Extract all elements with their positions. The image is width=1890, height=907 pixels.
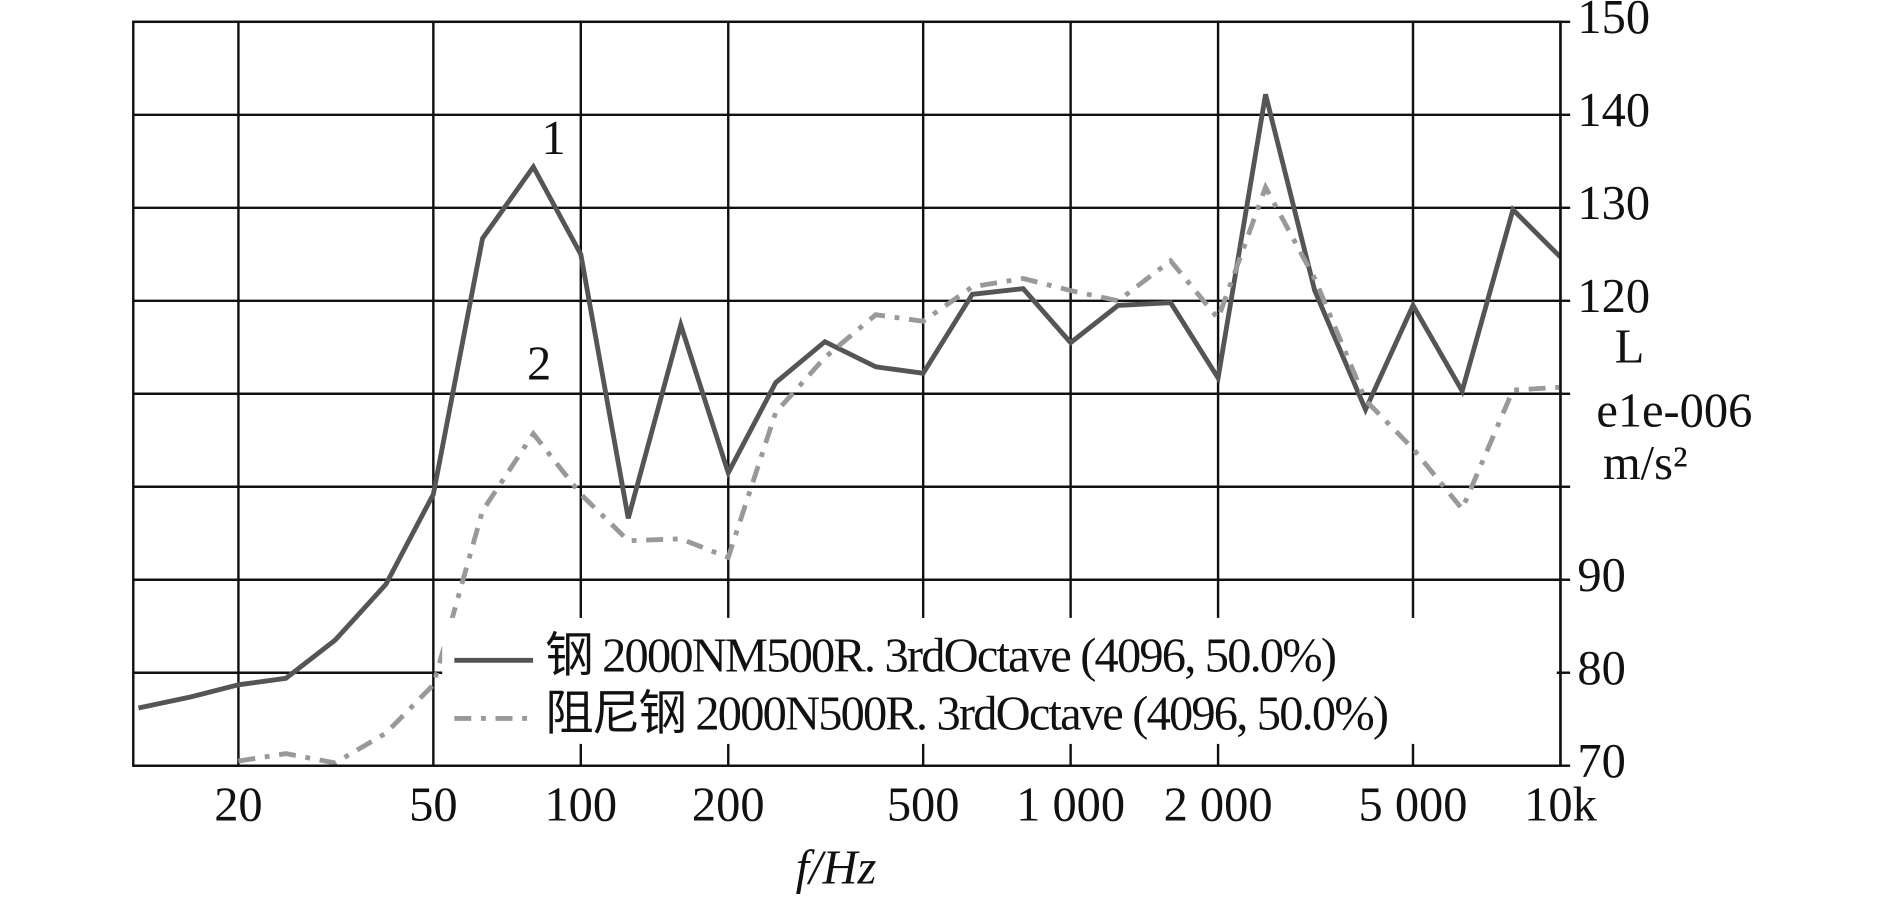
y-axis-label: e1e-006 [1596, 385, 1752, 438]
y-axis-label: L [1615, 320, 1645, 373]
legend-label: 阻尼钢 2000N500R. 3rdOctave (4096, 50.0%) [545, 688, 1387, 741]
y-tick-label: 80 [1577, 642, 1625, 695]
y-tick-label: 120 [1577, 270, 1650, 323]
legend-box [442, 617, 1557, 744]
x-tick-label: 500 [887, 778, 960, 831]
series-line [238, 181, 1561, 766]
legend-label: 钢 2000NM500R. 3rdOctave (4096, 50.0%) [545, 629, 1335, 682]
x-tick-label: 100 [544, 778, 617, 831]
x-tick-label: 5 000 [1358, 778, 1467, 831]
y-tick-label: 130 [1577, 177, 1650, 230]
annotation: 2 [527, 337, 551, 390]
x-tick-label: 10k [1524, 778, 1597, 831]
x-tick-label: 200 [692, 778, 765, 831]
series-line [137, 93, 1561, 711]
y-tick-label: 90 [1577, 549, 1625, 602]
y-tick-label: 70 [1577, 735, 1625, 788]
x-tick-label: 1 000 [1016, 778, 1125, 831]
legend: 钢 2000NM500R. 3rdOctave (4096, 50.0%) 阻尼钢… [454, 629, 1389, 741]
lines [137, 93, 1561, 766]
y-axis-label: m/s² [1603, 437, 1688, 490]
x-tick-label: 20 [214, 778, 262, 831]
y-tick-label: 140 [1577, 84, 1650, 137]
x-axis-label: f/Hz [796, 841, 877, 894]
x-tick-label: 50 [409, 778, 457, 831]
x-tick-label: 2 000 [1164, 778, 1273, 831]
annotation: 1 [542, 112, 566, 165]
y-tick-label: 150 [1577, 0, 1650, 44]
